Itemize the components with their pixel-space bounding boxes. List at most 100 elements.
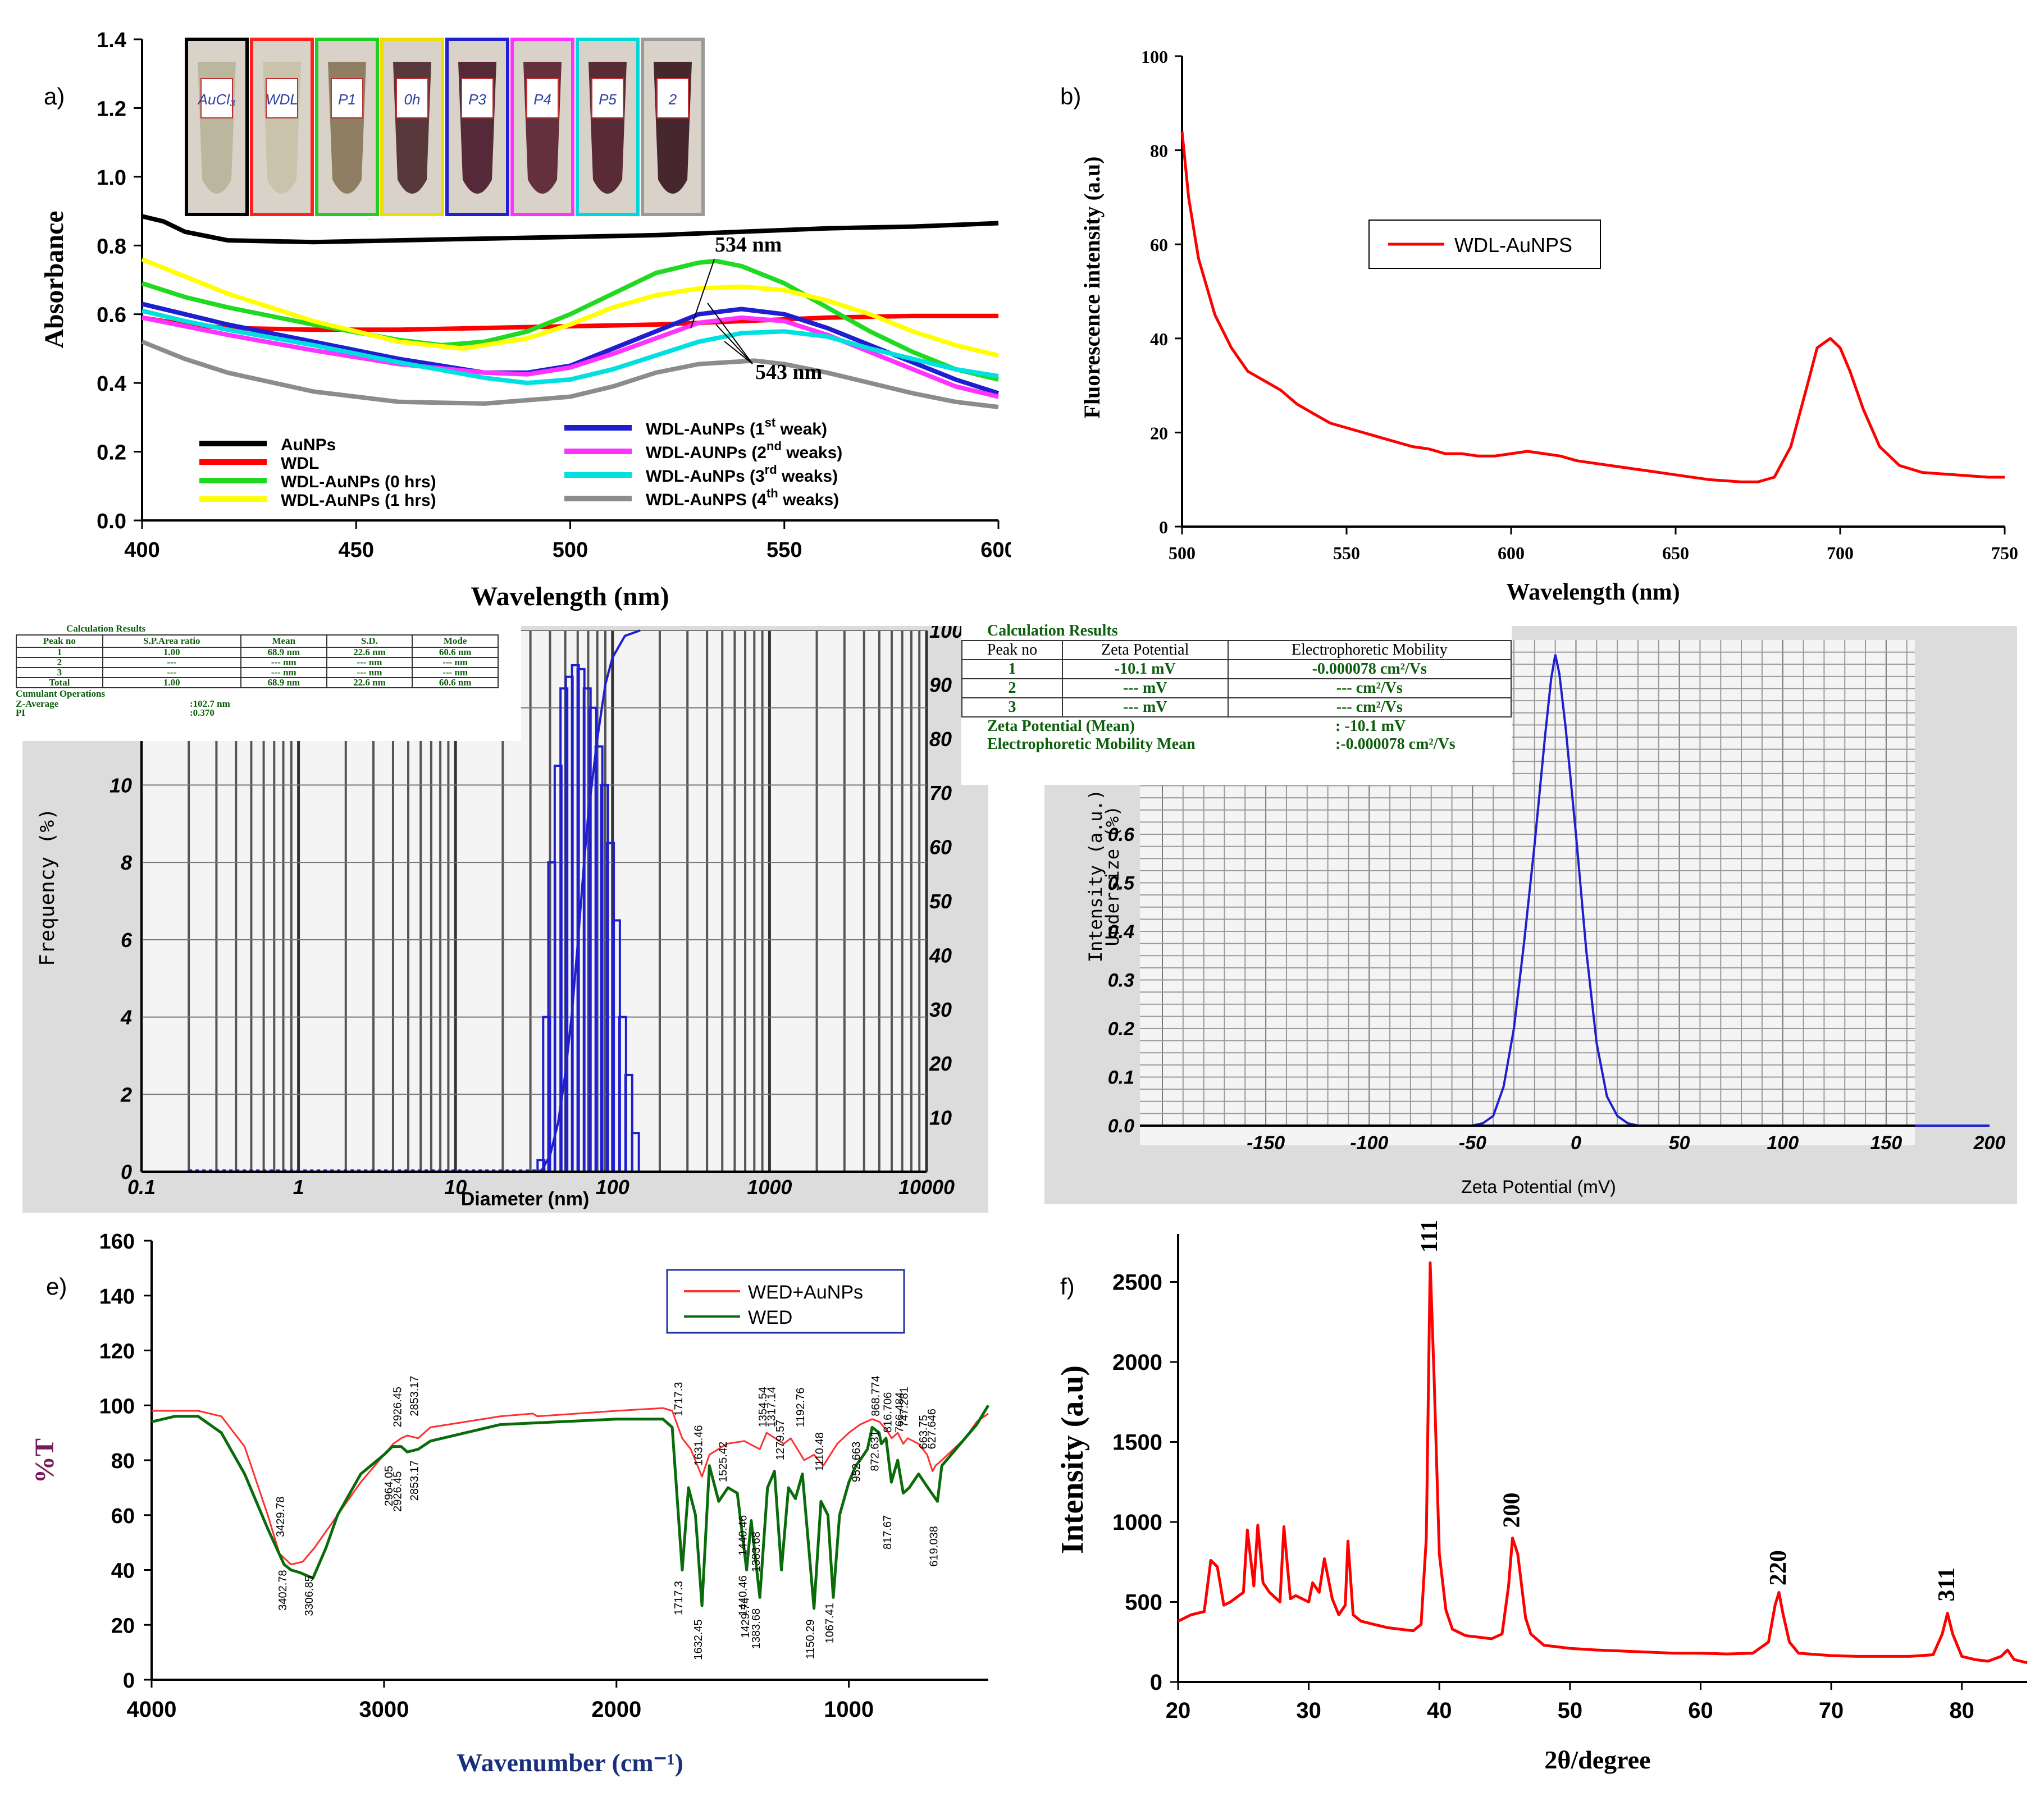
table-cell: 22.6 nm [326, 677, 413, 688]
chart-e-series-0 [152, 1407, 989, 1566]
chart-a-x-tick-label: 400 [124, 538, 159, 562]
chart-d-y-tick-label: 0.2 [1108, 1018, 1134, 1040]
chart-a-y-tick-label: 1.2 [97, 97, 126, 121]
table-cell: --- nm [240, 667, 327, 678]
chart-e-peak-label-red: 766.484 [893, 1392, 906, 1433]
chart-b-series-0 [1180, 131, 2005, 483]
chart-f-y-tick-label: 500 [1125, 1590, 1162, 1615]
chart-c-y-right-tick-label: 70 [929, 781, 952, 804]
chart-a-series-5 [142, 315, 999, 399]
chart-e-peak-label-red: 1525.42 [717, 1442, 729, 1482]
table-cell: 1 [16, 647, 103, 658]
chart-a-series-7 [141, 339, 999, 409]
chart-b-legend: WDL-AuNPS [1368, 220, 1601, 269]
chart-e-x-label: Wavenumber (cm⁻¹) [457, 1748, 683, 1777]
chart-d-x-tick-label: 200 [1973, 1132, 2006, 1154]
chart-f-series-0 [1177, 1261, 2028, 1665]
chart-c-y-right-tick-label: 80 [929, 728, 952, 751]
chart-a-x-label: Wavelength (nm) [471, 582, 669, 611]
chart-f-xrd: 0 500 1000 1500 2000 2500 20 30 40 50 60 70 80 2θ/d… [1055, 1220, 2028, 1774]
chart-b-y-tick-label: 60 [1150, 235, 1168, 255]
vial-2: WDL [250, 38, 314, 216]
chart-f-x-label: 2θ/degree [1544, 1745, 1650, 1774]
chart-b-y-tick-label: 20 [1150, 423, 1168, 443]
chart-c-y-tick-label: 8 [121, 851, 132, 874]
chart-e-legend-label-1: WED [748, 1307, 792, 1328]
chart-c-y-right-tick-label: 40 [929, 944, 952, 967]
table-cell: Total [16, 677, 103, 688]
chart-d-table-header: Electrophoretic Mobility [1227, 640, 1512, 660]
chart-c-results-table: Calculation Results Peak no S.P.Area rati… [16, 623, 521, 741]
vial-label: WDL [266, 91, 298, 108]
vial-label: 2 [668, 91, 677, 108]
table-cell: --- cm²/Vs [1227, 678, 1512, 698]
vial-sticker [656, 78, 689, 118]
chart-e-peak-label-red: 663.75 [918, 1415, 930, 1449]
chart-a-x-tick-label: 550 [766, 538, 802, 562]
chart-a-series-3 [141, 257, 999, 358]
chart-e-x-tick-label: 2000 [591, 1697, 641, 1722]
chart-e-peak-label-green: 817.67 [882, 1515, 894, 1549]
chart-e-peak-label-green: 1067.41 [824, 1603, 836, 1643]
chart-c-z-average-label: Z-Average [16, 698, 59, 709]
chart-e-x-tick-label: 3000 [359, 1697, 409, 1722]
chart-d-mean-value: : -10.1 mV [1335, 717, 1406, 735]
chart-d-table-header: Zeta Potential [1061, 640, 1229, 660]
chart-a-legend-label-6: WDL-AuNPs (3rd weaks) [646, 463, 838, 486]
chart-b-y-tick-label: 0 [1159, 517, 1168, 537]
chart-e-peak-label-red: 3429.78 [275, 1497, 287, 1537]
chart-f-x-tick-label: 40 [1427, 1698, 1452, 1723]
chart-e-x-tick-label: 1000 [824, 1697, 874, 1722]
chart-c-table-header: Mode [412, 634, 499, 648]
vial-1: AuCl₃ [185, 38, 249, 216]
chart-d-y-tick-label: 0.3 [1108, 970, 1134, 991]
chart-a-y-tick-label: 0.0 [97, 510, 126, 533]
chart-a-y-tick-label: 0.8 [97, 235, 126, 258]
chart-e-peak-label-red: 868.774 [870, 1376, 882, 1416]
table-row: Total 1.00 68.9 nm 22.6 nm 60.6 nm [16, 677, 499, 688]
chart-c-x-tick-label: 100 [596, 1176, 629, 1199]
chart-c-table-header: Peak no [16, 634, 103, 648]
vial-sticker [396, 78, 428, 118]
chart-f-y-tick-label: 1000 [1112, 1510, 1162, 1535]
chart-b-y-tick-label: 40 [1150, 329, 1168, 349]
chart-e-peak-label-red: 1110.48 [814, 1432, 826, 1471]
table-cell: --- [102, 667, 241, 678]
table-cell: 1 [961, 659, 1063, 679]
chart-c-table-header: S.P.Area ratio [102, 634, 241, 648]
table-cell: --- nm [326, 667, 413, 678]
chart-f-y-tick-label: 0 [1150, 1670, 1162, 1695]
chart-a-legend-label-5: WDL-AUNPs (2nd weaks) [646, 439, 842, 462]
vial-label: 0h [404, 91, 421, 108]
chart-e-peak-label-green: 619.038 [928, 1526, 940, 1566]
chart-e-legend-box [666, 1269, 905, 1334]
chart-d-series-0 [1162, 654, 1990, 1127]
chart-c-y-right-tick-label: 10 [929, 1107, 952, 1130]
vial-label: P4 [533, 91, 551, 108]
vial-7: P5 [576, 38, 640, 216]
annotation-534: 534 nm [690, 233, 782, 329]
chart-e-y-tick-label: 120 [99, 1340, 135, 1364]
chart-c-y-tick-label: 6 [121, 929, 133, 952]
chart-d-x-tick-label: -50 [1459, 1132, 1486, 1154]
chart-d-y-tick-label: 0.1 [1108, 1067, 1134, 1089]
vial-label: AuCl₃ [197, 91, 236, 108]
annotation-543-label: 543 nm [755, 360, 822, 384]
chart-b-legend-label: WDL-AuNPS [1454, 234, 1572, 257]
chart-b-x-tick-label: 550 [1333, 543, 1360, 563]
table-cell: 2 [961, 678, 1063, 698]
chart-a-y-tick-label: 1.0 [97, 166, 126, 190]
chart-f-peak-label: 220 [1765, 1550, 1791, 1585]
chart-e-peak-label-green: 2964.05 [383, 1466, 395, 1506]
annotation-543-leader-line-1 [707, 303, 753, 364]
chart-e-peak-label-red: 1279.57 [774, 1420, 787, 1460]
chart-b-y-label: Fluorescence intensity (a.u) [1079, 157, 1105, 419]
chart-e-y-tick-label: 80 [111, 1450, 135, 1473]
chart-e-peak-label-red: 1354.54 [757, 1387, 769, 1427]
table-cell: 1.00 [102, 677, 241, 688]
vial-4: 0h [380, 38, 444, 216]
chart-e-peak-label-green: 1717.3 [673, 1581, 685, 1615]
chart-f-y-tick-label: 1500 [1112, 1430, 1162, 1455]
chart-c-table: Peak no S.P.Area ratio Mean S.D. Mode 1 1.00 6… [16, 634, 499, 688]
